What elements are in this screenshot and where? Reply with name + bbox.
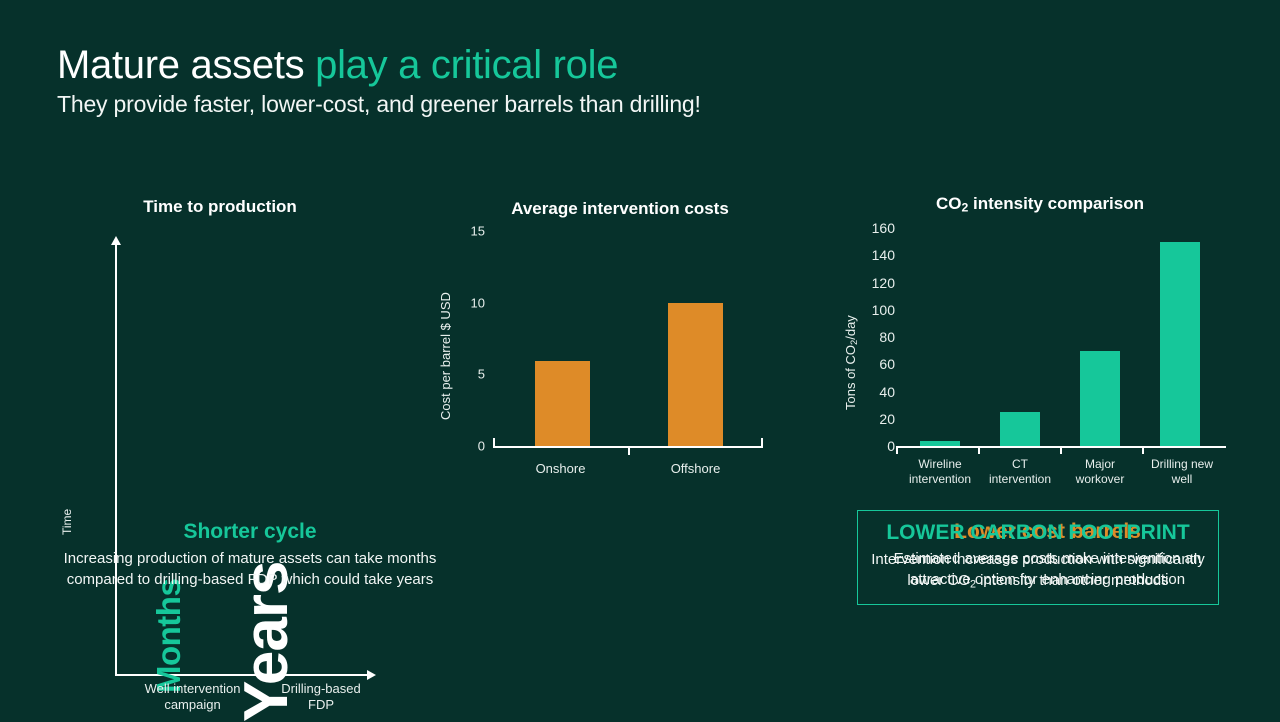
y-tick-label: 60	[879, 356, 895, 372]
y-axis-line	[115, 244, 117, 676]
page-subtitle: They provide faster, lower-cost, and gre…	[57, 91, 701, 117]
bar-major-workover	[1080, 351, 1120, 446]
x-axis-tick	[1060, 446, 1062, 454]
x-axis-category-label: CT intervention	[974, 457, 1066, 487]
caption-heading: Shorter cycle	[183, 520, 317, 543]
caption-body: Estimated average costs make interventio…	[893, 550, 1202, 588]
category-line: Major	[1084, 457, 1115, 471]
category-line: well	[1171, 472, 1193, 486]
x-axis-line	[115, 674, 373, 676]
page-title-accent: play a critical role	[315, 43, 619, 87]
caption-shorter-cycle: Shorter cycle Increasing production of m…	[55, 519, 445, 591]
y-tick-label: 140	[871, 247, 895, 263]
x-axis-tick	[1142, 446, 1144, 454]
y-tick-label: 100	[871, 302, 895, 318]
y-tick-label: 160	[871, 220, 895, 236]
chart-title-pre: CO	[935, 194, 962, 213]
x-axis-tick	[978, 446, 980, 454]
y-tick-label: 120	[871, 275, 895, 291]
chart-title-post: intensity comparison	[968, 194, 1144, 213]
chart-title-average-intervention-costs: Average intervention costs	[511, 199, 729, 218]
y-tick-label: 5	[477, 366, 485, 382]
y-tick-label: 40	[879, 384, 895, 400]
bar-ct-intervention	[1000, 412, 1040, 446]
category-line: intervention	[908, 472, 972, 486]
x-axis-category-label: Drilling-based FDP	[250, 681, 392, 714]
y-tick-label: 80	[879, 329, 895, 345]
bar-offshore	[668, 303, 723, 446]
x-axis-category-label: Major workover	[1054, 457, 1146, 487]
y-axis-label: Cost per barrel $ USD	[438, 292, 453, 420]
panel-time-to-production: Time to production Time Months Years Wel…	[30, 0, 436, 722]
caption-body-subscript: 2	[969, 578, 976, 591]
x-axis-category-label: Onshore	[535, 461, 586, 476]
caption-lower-cost-barrels: Lower cost barrels Estimated average cos…	[865, 519, 1230, 591]
category-line: Drilling new	[1150, 457, 1214, 471]
x-axis-tick	[628, 446, 630, 455]
chart-co2-intensity-comparison: Tons of CO2/day 160 140 120 100 80 60 40…	[830, 0, 1250, 500]
caption-body: Increasing production of mature assets c…	[63, 550, 437, 588]
x-axis-category-label: Drilling new well	[1134, 457, 1230, 487]
bar-wireline-intervention	[920, 441, 960, 446]
y-tick-label: 0	[887, 438, 895, 454]
caption-body-pre: Intervention increases production with s…	[871, 551, 1205, 589]
x-axis-category-label: Offshore	[670, 461, 721, 476]
bar-onshore	[535, 361, 590, 446]
y-tick-label: 10	[470, 295, 485, 311]
category-line: campaign	[164, 697, 221, 713]
chart-title-subscript: 2	[961, 200, 969, 215]
category-line: workover	[1075, 472, 1125, 486]
panel-average-intervention-costs: Average intervention costs Cost per barr…	[420, 0, 1201, 720]
bar-drilling-new-well	[1160, 242, 1200, 446]
page-title: Mature assets play a critical role	[57, 43, 618, 88]
category-line: intervention	[988, 472, 1052, 486]
chart-title-co2-intensity-comparison: CO2 intensity comparison	[830, 194, 1250, 215]
category-line: FDP	[308, 697, 334, 713]
caption-body-post: intensity than other methods	[975, 571, 1169, 589]
caption-lower-carbon-footprint: LOWER CARBON FOOTPRINT Intervention incr…	[857, 510, 1219, 606]
caption-heading: Lower cost barrels	[954, 520, 1141, 543]
x-axis-tick	[896, 446, 898, 454]
value-label-months: Months	[150, 578, 187, 693]
category-line: CT	[1012, 457, 1028, 471]
category-line: Drilling-based	[281, 681, 361, 696]
panel-co2-intensity-comparison: CO2 intensity comparison Tons of CO2/day…	[830, 0, 1250, 720]
chart-average-intervention-costs: Cost per barrel $ USD 15 10 5 0 Onshore …	[420, 0, 820, 500]
x-axis-endcap-left	[493, 438, 495, 447]
y-axis-arrow-icon	[111, 236, 121, 245]
x-axis-category-label: Well intervention campaign	[105, 681, 280, 714]
x-axis-category-label: Wireline intervention	[892, 457, 988, 487]
y-tick-label: 15	[470, 223, 485, 239]
chart-time-to-production: Time Months Years Well intervention camp…	[30, 230, 410, 722]
x-axis-arrow-icon	[367, 670, 376, 680]
x-axis-endcap-right	[761, 438, 763, 447]
caption-heading: LOWER CARBON FOOTPRINT	[886, 521, 1190, 544]
category-line: Wireline	[918, 457, 962, 471]
chart-title-time-to-production: Time to production	[143, 197, 297, 216]
page-title-plain: Mature assets	[57, 43, 305, 87]
category-line: Well intervention	[144, 681, 241, 696]
y-axis-label-pre: Tons of CO	[843, 344, 858, 410]
y-tick-label: 20	[879, 411, 895, 427]
caption-body: Intervention increases production with s…	[858, 550, 1218, 592]
y-tick-label: 0	[477, 438, 485, 454]
